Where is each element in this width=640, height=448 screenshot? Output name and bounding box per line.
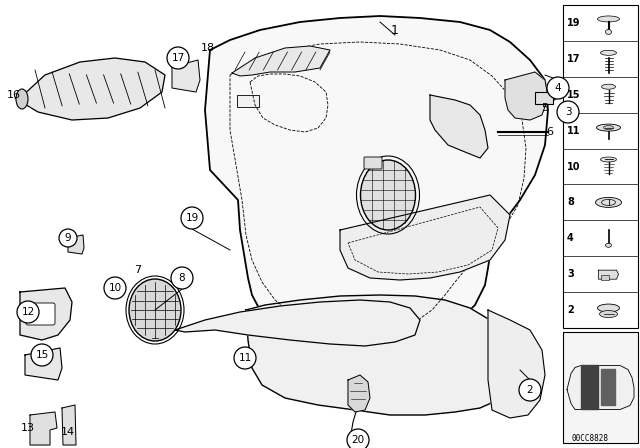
Text: 4: 4 xyxy=(555,83,561,93)
Circle shape xyxy=(104,277,126,299)
Text: 11: 11 xyxy=(567,125,580,136)
Polygon shape xyxy=(15,58,165,120)
Text: 2: 2 xyxy=(527,385,533,395)
Ellipse shape xyxy=(129,279,181,341)
Text: 4: 4 xyxy=(567,233,573,243)
Text: 18: 18 xyxy=(201,43,215,53)
Circle shape xyxy=(17,301,39,323)
Text: 7: 7 xyxy=(134,265,141,275)
Text: 8: 8 xyxy=(567,198,574,207)
Circle shape xyxy=(347,429,369,448)
Text: 00CC8828: 00CC8828 xyxy=(572,434,609,443)
Text: 19: 19 xyxy=(567,18,580,28)
Circle shape xyxy=(234,347,256,369)
Text: 10: 10 xyxy=(108,283,122,293)
Text: 17: 17 xyxy=(567,54,580,64)
Circle shape xyxy=(557,101,579,123)
Polygon shape xyxy=(25,348,62,380)
FancyBboxPatch shape xyxy=(364,157,382,169)
Ellipse shape xyxy=(595,198,621,207)
Ellipse shape xyxy=(605,243,611,247)
Ellipse shape xyxy=(600,50,616,56)
Polygon shape xyxy=(430,95,488,158)
Text: 17: 17 xyxy=(172,53,184,63)
Ellipse shape xyxy=(602,84,616,89)
Ellipse shape xyxy=(598,304,620,312)
Text: 9: 9 xyxy=(65,233,71,243)
Polygon shape xyxy=(246,295,512,415)
Polygon shape xyxy=(340,195,510,280)
Ellipse shape xyxy=(596,124,621,131)
FancyBboxPatch shape xyxy=(535,92,553,104)
Polygon shape xyxy=(505,72,548,120)
Polygon shape xyxy=(598,270,618,279)
Circle shape xyxy=(31,344,53,366)
Polygon shape xyxy=(20,288,72,340)
Text: 10: 10 xyxy=(567,161,580,172)
Polygon shape xyxy=(488,310,545,418)
Text: 6: 6 xyxy=(547,127,554,137)
Text: 5: 5 xyxy=(541,103,548,113)
Ellipse shape xyxy=(360,160,415,230)
Circle shape xyxy=(181,207,203,229)
Polygon shape xyxy=(62,405,76,445)
Polygon shape xyxy=(175,300,420,346)
Ellipse shape xyxy=(604,125,614,129)
FancyBboxPatch shape xyxy=(26,303,55,325)
Text: 14: 14 xyxy=(61,427,75,437)
Text: 15: 15 xyxy=(567,90,580,100)
Text: 20: 20 xyxy=(351,435,365,445)
Polygon shape xyxy=(30,412,57,445)
Text: 1: 1 xyxy=(391,23,399,36)
Text: 13: 13 xyxy=(21,423,35,433)
Polygon shape xyxy=(348,375,370,412)
Ellipse shape xyxy=(598,16,620,22)
Text: 8: 8 xyxy=(179,273,186,283)
Text: 11: 11 xyxy=(238,353,252,363)
Text: 3: 3 xyxy=(564,107,572,117)
Polygon shape xyxy=(232,46,330,76)
Text: 16: 16 xyxy=(7,90,21,100)
FancyBboxPatch shape xyxy=(600,275,609,280)
Circle shape xyxy=(167,47,189,69)
Text: 19: 19 xyxy=(186,213,198,223)
Circle shape xyxy=(59,229,77,247)
Ellipse shape xyxy=(16,89,28,109)
Text: 15: 15 xyxy=(35,350,49,360)
Polygon shape xyxy=(581,366,598,409)
Polygon shape xyxy=(172,60,200,92)
Text: 3: 3 xyxy=(567,269,573,279)
Ellipse shape xyxy=(605,30,611,34)
Ellipse shape xyxy=(600,310,618,318)
Polygon shape xyxy=(68,235,84,254)
FancyBboxPatch shape xyxy=(237,95,259,107)
Polygon shape xyxy=(601,370,615,405)
Text: 12: 12 xyxy=(21,307,35,317)
Circle shape xyxy=(171,267,193,289)
Polygon shape xyxy=(567,366,634,409)
Polygon shape xyxy=(205,16,548,352)
Circle shape xyxy=(547,77,569,99)
Text: 2: 2 xyxy=(567,305,573,315)
Circle shape xyxy=(519,379,541,401)
FancyBboxPatch shape xyxy=(563,332,638,443)
Ellipse shape xyxy=(600,157,616,162)
